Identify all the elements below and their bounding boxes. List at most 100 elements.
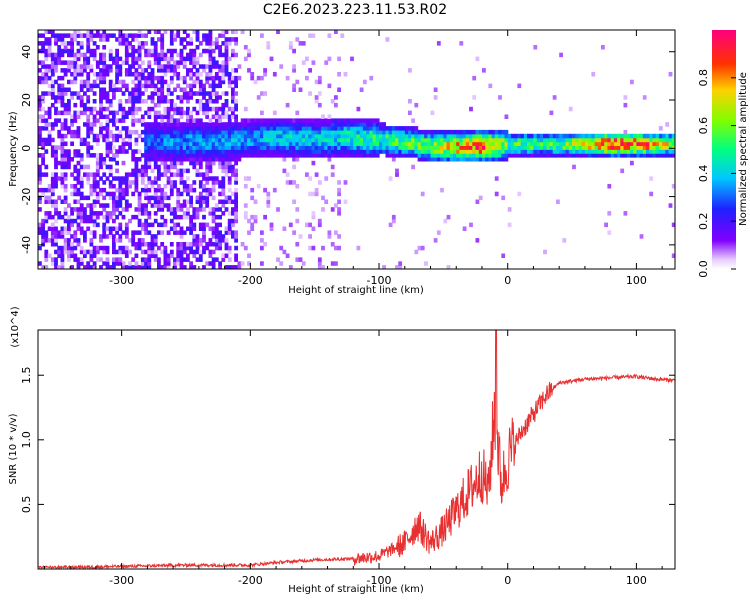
heatmap-cell [417,157,422,162]
heatmap-cell [160,160,165,166]
heatmap-cell [224,60,229,65]
heatmap-cell [173,149,177,154]
heatmap-cell [121,91,126,96]
heatmap-cell [150,129,155,135]
heatmap-cell [520,141,525,146]
heatmap-cell [144,68,148,73]
heatmap-cell [166,230,171,235]
heatmap-cell [157,257,161,262]
heatmap-cell [44,56,49,62]
heatmap-cell [231,48,235,54]
heatmap-cell [44,211,49,216]
heatmap-cell [269,126,274,131]
heatmap-cell [337,118,341,123]
heatmap-cell [205,99,210,104]
heatmap-cell [173,207,177,212]
heatmap-cell [192,234,197,239]
heatmap-cell [330,261,335,266]
heatmap-cell [272,137,277,143]
heatmap-cell [478,141,483,146]
heatmap-cell [124,48,129,54]
heatmap-cell [140,203,145,208]
heatmap-cell [163,95,168,100]
heatmap-cell [536,153,541,158]
heatmap-cell [523,149,528,154]
heatmap-cell [92,72,97,77]
heatmap-cell [73,199,78,204]
heatmap-cell [334,141,338,146]
heatmap-cell [160,79,165,85]
heatmap-cell [231,164,235,170]
heatmap-cell [189,214,193,220]
heatmap-cell [54,261,58,266]
heatmap-cell [507,207,512,212]
heatmap-cell [475,238,480,243]
heatmap-cell [533,133,538,139]
heatmap-cell [169,102,174,108]
heatmap-cell [115,203,119,208]
heatmap-cell [208,37,213,42]
heatmap-cell [292,122,296,127]
heatmap-cell [205,261,210,266]
heatmap-cell [134,72,139,77]
heatmap-cell [475,149,480,154]
heatmap-cell [234,122,238,127]
heatmap-cell [243,245,248,251]
heatmap-cell [144,79,148,85]
heatmap-cell [211,41,216,46]
heatmap-cell [76,211,81,216]
heatmap-cell [211,133,216,139]
heatmap-cell [427,137,432,143]
heatmap-cell [436,133,441,139]
heatmap-cell [404,137,409,143]
heatmap-cell [118,129,123,135]
heatmap-cell [198,118,203,123]
heatmap-cell [208,133,213,139]
heatmap-cell [147,133,152,139]
heatmap-cell [60,122,65,127]
heatmap-cell [86,149,91,154]
heatmap-cell [198,203,203,208]
heatmap-cell [359,153,364,158]
heatmap-cell [607,137,612,143]
heatmap-cell [427,149,432,154]
heatmap-cell [620,145,625,150]
heatmap-cell [189,261,193,266]
heatmap-cell [314,95,319,100]
heatmap-cell [182,230,187,235]
heatmap-cell [250,122,255,127]
heatmap-cell [263,68,267,73]
heatmap-cell [478,153,483,158]
heatmap-cell [240,30,245,34]
heatmap-cell [179,191,184,197]
heatmap-cell [166,118,171,123]
heatmap-cell [205,48,210,54]
heatmap-cell [234,37,238,42]
heatmap-cell [186,141,190,146]
heatmap-cell [408,99,412,104]
heatmap-cell [186,99,190,104]
heatmap-cell [420,191,425,197]
heatmap-cell [153,141,158,146]
heatmap-cell [95,30,100,34]
heatmap-cell [67,64,71,69]
heatmap-cell [99,106,103,112]
heatmap-cell [520,149,525,154]
heatmap-cell [362,137,367,143]
heatmap-cell [234,234,238,239]
heatmap-cell [79,211,84,216]
heatmap-cell [176,157,181,162]
heatmap-cell [417,149,422,154]
heatmap-cell [76,222,81,228]
heatmap-cell [453,145,457,150]
heatmap-cell [166,168,171,174]
heatmap-cell [79,141,84,146]
heatmap-cell [202,222,206,228]
heatmap-cell [144,153,148,158]
heatmap-cell [334,149,338,154]
heatmap-cell [356,126,361,131]
heatmap-cell [221,253,226,258]
heatmap-cell [565,133,570,139]
heatmap-cell [192,249,197,255]
heatmap-cell [83,64,87,69]
